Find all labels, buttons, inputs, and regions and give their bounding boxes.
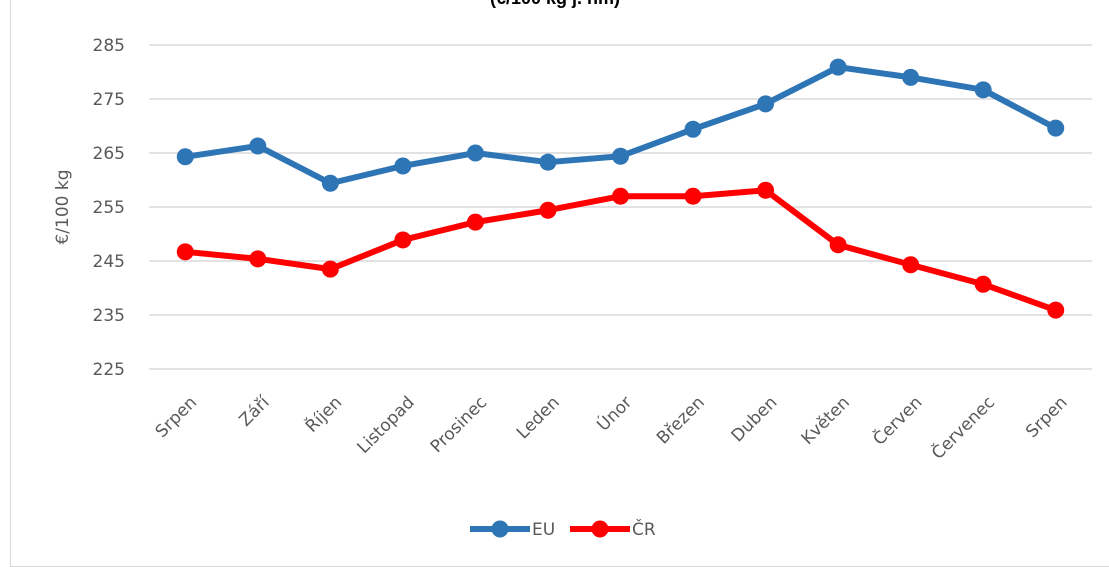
y-tick-label: 275 bbox=[93, 90, 125, 110]
point bbox=[1047, 119, 1065, 137]
point bbox=[394, 231, 412, 249]
x-tick-label: Leden bbox=[513, 393, 564, 444]
point bbox=[612, 147, 629, 165]
point bbox=[757, 95, 775, 113]
x-tick-label: Prosinec bbox=[427, 393, 491, 457]
x-tick-label: Září bbox=[236, 392, 275, 431]
legend-label: ČR bbox=[632, 518, 656, 540]
point bbox=[249, 250, 267, 268]
point bbox=[974, 81, 992, 99]
point bbox=[1047, 301, 1065, 319]
point bbox=[321, 260, 339, 278]
point bbox=[539, 153, 557, 171]
point bbox=[974, 275, 992, 293]
point bbox=[176, 243, 194, 261]
x-tick-label: Srpen bbox=[152, 393, 201, 442]
point bbox=[321, 174, 339, 192]
legend-label: EU bbox=[532, 520, 555, 540]
y-axis-label: €/100 kg bbox=[53, 169, 73, 244]
point bbox=[394, 157, 412, 175]
x-tick-label: Říjen bbox=[301, 391, 347, 437]
point bbox=[466, 144, 484, 162]
x-tick-label: Listopad bbox=[354, 393, 419, 458]
x-tick-label: Březen bbox=[653, 393, 709, 449]
x-tick-label: Červenec bbox=[927, 391, 999, 463]
legend-marker bbox=[491, 520, 509, 538]
point bbox=[829, 58, 847, 76]
legend-marker bbox=[591, 520, 609, 538]
point bbox=[539, 201, 557, 219]
x-tick-label: Duben bbox=[728, 393, 782, 447]
point bbox=[757, 181, 775, 199]
y-tick-label: 245 bbox=[93, 252, 125, 272]
point bbox=[829, 236, 847, 254]
point bbox=[176, 148, 194, 166]
y-tick-label: 225 bbox=[93, 360, 125, 380]
x-tick-label: Červen bbox=[868, 391, 926, 449]
point bbox=[902, 256, 920, 274]
series-line bbox=[184, 187, 1057, 313]
chart-title: (€/100 kg j. hm) bbox=[490, 0, 620, 8]
point bbox=[684, 120, 702, 138]
series-line bbox=[184, 64, 1058, 187]
y-tick-label: 265 bbox=[93, 144, 125, 164]
point bbox=[684, 187, 702, 205]
y-tick-label: 255 bbox=[93, 198, 125, 218]
point bbox=[902, 68, 920, 86]
point bbox=[612, 187, 629, 205]
point bbox=[466, 213, 484, 231]
x-tick-label: Únor bbox=[592, 391, 636, 435]
x-tick-label: Květen bbox=[798, 393, 854, 449]
x-tick-label: Srpen bbox=[1022, 393, 1071, 442]
y-tick-label: 285 bbox=[93, 36, 125, 56]
point bbox=[249, 137, 267, 155]
y-tick-label: 235 bbox=[93, 306, 125, 326]
